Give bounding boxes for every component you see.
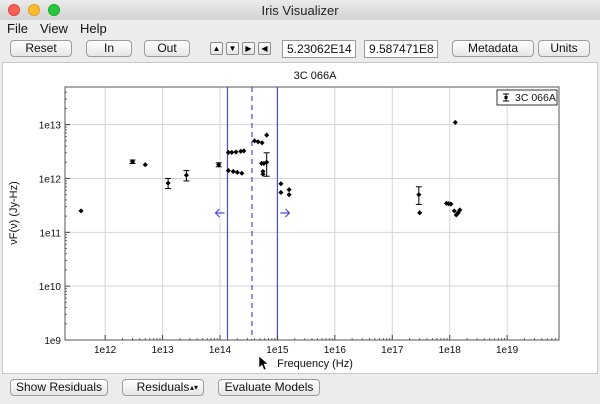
plot-grid xyxy=(65,87,559,341)
x-tick-label: 1e13 xyxy=(151,345,174,356)
evaluate-models-button[interactable]: Evaluate Models xyxy=(218,379,320,396)
data-point xyxy=(78,208,84,214)
data-point xyxy=(264,132,270,138)
zoom-out-button[interactable]: Out xyxy=(144,40,190,57)
axis-ticks: 1e12 1e13 1e14 1e15 1e16 1e17 1e18 1e19 1e9 1e10 1… xyxy=(39,91,557,356)
pan-up-button[interactable]: ▲ xyxy=(210,42,223,55)
data-point xyxy=(183,172,189,178)
range-markers[interactable] xyxy=(214,87,291,340)
x-tick-label: 1e19 xyxy=(496,345,519,356)
menu-file[interactable]: File xyxy=(7,21,28,36)
x-tick-label: 1e16 xyxy=(324,345,347,356)
metadata-button[interactable]: Metadata xyxy=(452,40,534,57)
range-right-arrow-icon xyxy=(280,208,291,218)
y-tick-label: 1e13 xyxy=(39,121,62,132)
mouse-cursor-icon xyxy=(258,355,269,371)
data-point xyxy=(229,149,235,155)
range-left-arrow-icon xyxy=(214,208,225,218)
data-points[interactable] xyxy=(78,119,463,371)
y-tick-label: 1e9 xyxy=(44,336,61,347)
bottom-bar: Show Residuals Residuals ▴▾ Evaluate Mod… xyxy=(0,374,600,404)
data-point xyxy=(286,192,292,198)
data-point xyxy=(239,170,245,176)
pan-right-button[interactable]: ▶ xyxy=(242,42,255,55)
x-tick-label: 1e14 xyxy=(209,345,232,356)
updown-chevron-icon: ▴▾ xyxy=(189,383,198,392)
units-button[interactable]: Units xyxy=(538,40,590,57)
legend-marker-icon xyxy=(504,96,508,99)
y-tick-label: 1e12 xyxy=(39,174,62,185)
x-tick-label: 1e17 xyxy=(381,345,404,356)
legend[interactable]: 3C 066A xyxy=(496,89,558,106)
data-point xyxy=(278,181,284,187)
menu-bar: File View Help xyxy=(0,20,600,38)
data-point xyxy=(278,189,284,196)
sed-plot[interactable]: 3C 066A 1e12 1e13 1e14 1e15 1e16 1e17 1e18 1e19… xyxy=(3,63,597,373)
residuals-select-value: Residuals xyxy=(136,380,190,394)
data-point xyxy=(241,148,247,154)
data-point xyxy=(286,187,292,193)
menu-view[interactable]: View xyxy=(40,21,68,36)
menu-help[interactable]: Help xyxy=(80,21,107,36)
data-point xyxy=(238,148,244,154)
reset-button[interactable]: Reset xyxy=(10,40,72,57)
data-point xyxy=(255,139,261,145)
plot-title: 3C 066A xyxy=(294,70,337,82)
maximize-window-button[interactable] xyxy=(48,4,60,16)
data-point xyxy=(234,169,240,175)
plot-frame xyxy=(64,86,560,341)
pan-down-button[interactable]: ▼ xyxy=(226,42,239,55)
data-point xyxy=(225,168,231,174)
data-point xyxy=(448,201,454,207)
window-title: Iris Visualizer xyxy=(261,3,339,18)
y-tick-label: 1e10 xyxy=(39,282,62,293)
pan-left-button[interactable]: ◀ xyxy=(258,42,271,55)
minimize-window-button[interactable] xyxy=(28,4,40,16)
x-axis-label: Frequency (Hz) xyxy=(277,358,353,370)
plot-panel: 3C 066A 1e12 1e13 1e14 1e15 1e16 1e17 1e18 1e19… xyxy=(2,62,598,374)
x-tick-label: 1e12 xyxy=(94,345,117,356)
legend-entry: 3C 066A xyxy=(515,92,556,104)
data-point xyxy=(233,149,239,155)
x-coordinate-field[interactable]: 5.23062E14 xyxy=(282,40,356,58)
y-coordinate-field[interactable]: 9.587471E8 xyxy=(364,40,438,58)
legend-box xyxy=(496,89,558,106)
data-point xyxy=(417,210,423,216)
toolbar: Reset In Out ▲ ▼ ▶ ◀ 5.23062E14 9.587471… xyxy=(0,38,600,60)
zoom-in-button[interactable]: In xyxy=(86,40,132,57)
x-tick-label: 1e15 xyxy=(266,345,289,356)
data-point xyxy=(225,149,231,155)
residuals-select[interactable]: Residuals ▴▾ xyxy=(122,379,204,396)
data-point xyxy=(230,168,236,175)
x-tick-label: 1e18 xyxy=(439,345,462,356)
title-bar: Iris Visualizer xyxy=(0,0,600,21)
y-axis-label: νF(ν) (Jy-Hz) xyxy=(8,181,20,245)
data-point xyxy=(165,180,171,186)
show-residuals-button[interactable]: Show Residuals xyxy=(10,379,108,396)
data-point xyxy=(142,162,148,168)
data-point xyxy=(259,140,265,146)
data-point xyxy=(416,192,422,198)
close-window-button[interactable] xyxy=(8,4,20,16)
y-tick-label: 1e11 xyxy=(39,228,61,239)
